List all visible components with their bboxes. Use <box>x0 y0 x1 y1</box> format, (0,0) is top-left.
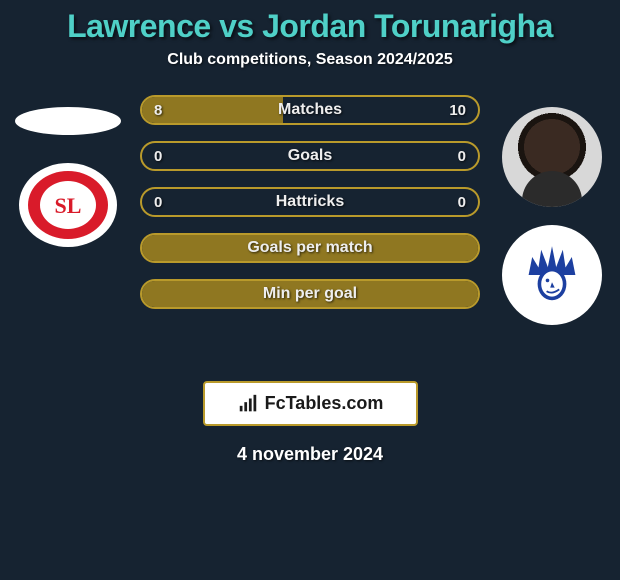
chart-icon <box>237 393 259 415</box>
stat-row: Hattricks0 0 <box>140 187 480 217</box>
bar-label: Hattricks <box>142 189 478 215</box>
club-badge-right <box>502 225 602 325</box>
watermark: FcTables.com <box>203 381 418 426</box>
date-text: 4 november 2024 <box>0 444 620 465</box>
bar-value-left: 0 <box>154 189 162 215</box>
bar-value-right: 10 <box>449 97 466 123</box>
player-photo-right <box>502 107 602 207</box>
club-badge-left: SL <box>18 163 118 248</box>
right-column <box>492 107 612 325</box>
bar-label: Min per goal <box>142 281 478 307</box>
bar-label: Goals per match <box>142 235 478 261</box>
bar-value-left: 8 <box>154 97 162 123</box>
left-column: SL <box>8 107 128 248</box>
bar-value-left: 0 <box>154 143 162 169</box>
stat-row: Goals per match <box>140 233 480 263</box>
page-title: Lawrence vs Jordan Torunarigha <box>0 8 620 45</box>
bar-label: Matches <box>142 97 478 123</box>
stat-bars: Matches810Goals00Hattricks00Goals per ma… <box>140 95 480 325</box>
bar-value-right: 0 <box>458 143 466 169</box>
watermark-text: FcTables.com <box>265 393 384 414</box>
gent-indian-icon <box>507 230 597 320</box>
comparison-area: SL <box>0 107 620 367</box>
player-photo-left <box>15 107 121 135</box>
bar-label: Goals <box>142 143 478 169</box>
bar-value-right: 0 <box>458 189 466 215</box>
svg-text:SL: SL <box>55 193 82 218</box>
stat-row: Goals0 0 <box>140 141 480 171</box>
standard-liege-shield-icon: SL <box>18 163 118 248</box>
subtitle: Club competitions, Season 2024/2025 <box>0 51 620 69</box>
stat-row: Min per goal <box>140 279 480 309</box>
stat-row: Matches8 10 <box>140 95 480 125</box>
